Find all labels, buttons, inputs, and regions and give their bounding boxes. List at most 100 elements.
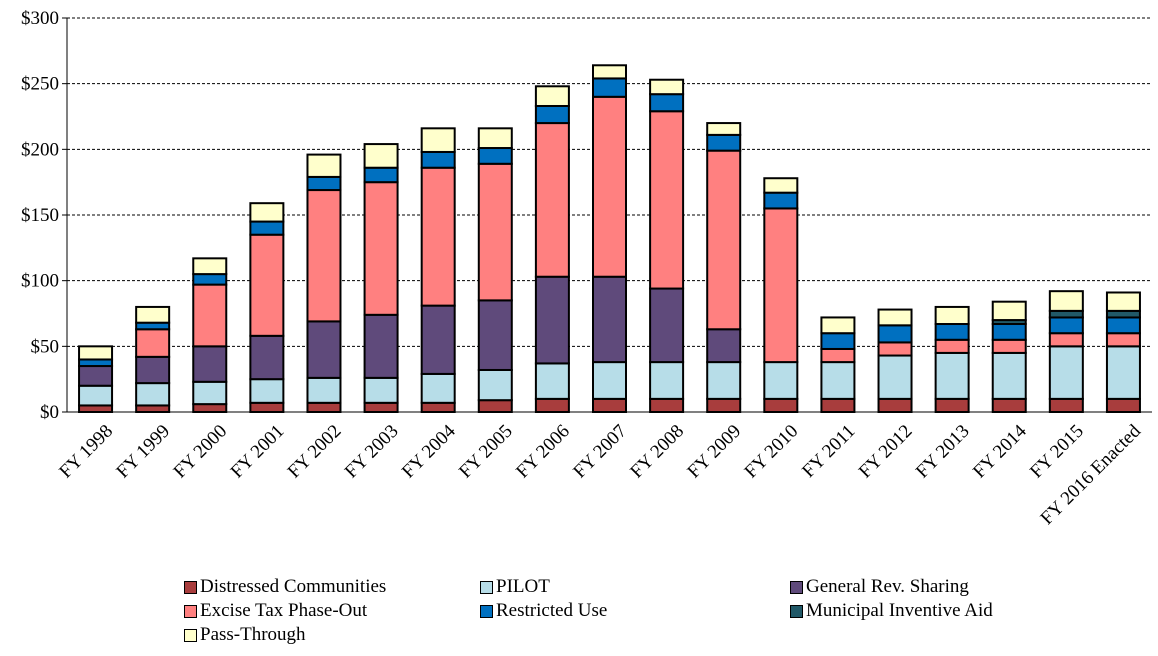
bar-segment (821, 399, 854, 412)
bar-segment (79, 346, 112, 359)
bar-segment (936, 307, 969, 324)
bar-segment (536, 277, 569, 364)
bar-segment (536, 106, 569, 123)
bar-segment (365, 182, 398, 315)
bar-segment (993, 324, 1026, 340)
bars (79, 65, 1140, 412)
bar-segment (79, 386, 112, 406)
legend-swatch (480, 605, 493, 618)
bar-segment (422, 306, 455, 374)
x-tick-label: FY 1998 (55, 421, 117, 483)
bar-segment (707, 135, 740, 151)
legend-item: Distressed Communities (184, 576, 386, 598)
bar-segment (1107, 399, 1140, 412)
y-tick-label: $50 (31, 336, 60, 357)
x-tick-label: FY 2007 (569, 421, 631, 483)
x-tick-label: FY 2005 (455, 421, 517, 483)
legend-swatch (790, 605, 803, 618)
bar-segment (1107, 333, 1140, 346)
bar-segment (1107, 346, 1140, 399)
bar-segment (250, 403, 283, 412)
bar-segment (479, 300, 512, 370)
bar-segment (1107, 317, 1140, 333)
bar-segment (536, 86, 569, 106)
bar-segment (136, 357, 169, 383)
bar-segment (1050, 346, 1083, 399)
x-tick-label: FY 2014 (969, 420, 1031, 482)
bar-segment (250, 336, 283, 379)
x-tick-label: FY 2011 (798, 421, 859, 482)
x-tick-label: FY 2016 Enacted (1037, 420, 1146, 529)
bar-segment (1107, 292, 1140, 310)
bar-segment (193, 346, 226, 381)
bar-segment (650, 289, 683, 363)
bar-segment (593, 399, 626, 412)
legend-item: PILOT (480, 576, 550, 598)
bar-segment (307, 378, 340, 403)
legend-label: Distressed Communities (200, 576, 386, 598)
bar-segment (993, 399, 1026, 412)
bar-segment (422, 374, 455, 403)
bar-segment (479, 128, 512, 148)
bar-segment (193, 285, 226, 347)
bar-segment (479, 148, 512, 164)
bar-segment (136, 329, 169, 357)
bar-segment (193, 258, 226, 274)
bar-segment (79, 366, 112, 386)
legend-label: Restricted Use (496, 600, 607, 622)
bar-segment (650, 399, 683, 412)
bar-segment (136, 307, 169, 323)
legend-label: General Rev. Sharing (806, 576, 969, 598)
bar-segment (365, 378, 398, 403)
legend-label: PILOT (496, 576, 550, 598)
bar-segment (250, 203, 283, 221)
y-tick-labels: $0 $50 $100 $150 $200 $250 $300 (21, 8, 59, 423)
bar-segment (707, 123, 740, 135)
bar-segment (193, 382, 226, 404)
bar-segment (764, 178, 797, 192)
bar-segment (536, 363, 569, 398)
bar-segment (1050, 317, 1083, 333)
bar-segment (536, 399, 569, 412)
bar-segment (593, 362, 626, 399)
bar-segment (936, 324, 969, 340)
legend-item: Restricted Use (480, 600, 607, 622)
bar-segment (764, 399, 797, 412)
bar-segment (650, 80, 683, 94)
bar-segment (593, 97, 626, 277)
bar-segment (365, 144, 398, 168)
y-tick-label: $300 (21, 8, 59, 29)
x-tick-label: FY 1999 (112, 421, 174, 483)
legend-label: Pass-Through (200, 624, 306, 646)
legend-swatch (184, 605, 197, 618)
y-tick-label: $0 (40, 402, 59, 423)
bar-segment (764, 362, 797, 399)
bar-segment (250, 379, 283, 403)
bar-segment (365, 315, 398, 378)
bar-segment (422, 152, 455, 168)
bar-segment (479, 370, 512, 400)
x-tick-label: FY 2000 (170, 421, 232, 483)
bar-segment (365, 403, 398, 412)
legend-item: Municipal Inventive Aid (790, 600, 993, 622)
bar-segment (707, 399, 740, 412)
bar-segment (936, 340, 969, 353)
bar-segment (193, 274, 226, 285)
bar-segment (707, 329, 740, 362)
legend-label: Municipal Inventive Aid (806, 600, 993, 622)
bar-segment (307, 403, 340, 412)
bar-segment (479, 400, 512, 412)
bar-segment (879, 342, 912, 355)
bar-segment (821, 317, 854, 333)
bar-segment (821, 333, 854, 349)
y-tick-label: $250 (21, 74, 59, 95)
x-tick-label: FY 2012 (855, 421, 917, 483)
bar-segment (707, 151, 740, 330)
x-tick-label: FY 2013 (912, 421, 974, 483)
legend-label: Excise Tax Phase-Out (200, 600, 367, 622)
bar-segment (650, 94, 683, 111)
bar-segment (307, 177, 340, 190)
x-tick-label: FY 2001 (227, 421, 289, 483)
y-tick-label: $100 (21, 271, 59, 292)
legend-swatch (480, 581, 493, 594)
